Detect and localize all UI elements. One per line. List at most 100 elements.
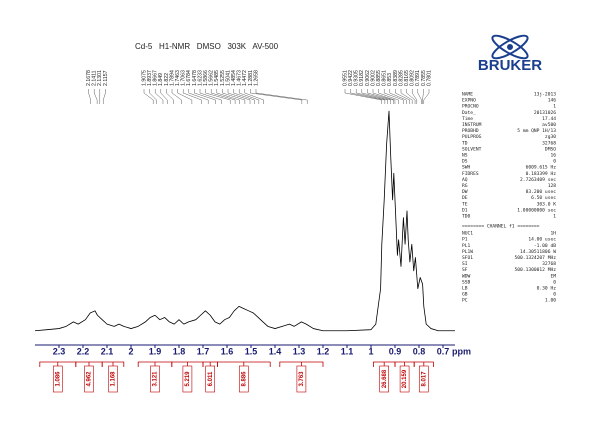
param-name: Date_ <box>462 110 476 116</box>
param-name: DE <box>462 195 468 201</box>
peak-connector <box>412 89 417 104</box>
param-value: 32768 <box>542 140 556 146</box>
x-tick-label: 0.9 <box>389 346 402 356</box>
peak-connector <box>356 89 388 104</box>
integral-value: 6.011 <box>208 371 214 386</box>
param-name: DS <box>462 159 468 165</box>
param-value: 0 <box>553 159 556 165</box>
peak-connector <box>350 89 386 104</box>
integral-value: 8.886 <box>241 371 247 387</box>
x-tick-label: 1.1 <box>341 346 354 356</box>
logo-orbit <box>491 34 529 60</box>
peak-label: 0.9422 <box>348 70 354 86</box>
integral-value: 1.168 <box>111 371 117 387</box>
peak-connector <box>177 89 193 104</box>
param-value: 6009.615 Hz <box>526 165 557 171</box>
peak-label: 1.4673 <box>237 70 243 86</box>
peak-connector <box>93 89 98 104</box>
param-name: FIDRES <box>462 171 479 177</box>
peak-label: 0.7855 <box>421 70 427 86</box>
param-value: EM <box>550 273 556 279</box>
integral-box <box>239 365 249 393</box>
peak-label: 1.5866 <box>203 70 209 86</box>
integral-value: 20.159 <box>402 369 408 388</box>
param-value: 14.00 usec <box>528 237 556 243</box>
peak-label: 1.7894 <box>169 70 175 86</box>
peak-connector <box>344 89 382 104</box>
peak-connector <box>372 89 396 104</box>
param-value: 1 <box>553 104 556 110</box>
param-value: 500.1300012 MHz <box>515 267 557 273</box>
peak-label: 1.7063 <box>181 70 187 86</box>
param-name: D1 <box>462 207 468 213</box>
peak-label: 1.822 <box>164 73 170 86</box>
param-name: PL1W <box>462 249 473 255</box>
param-value: 500.1324207 MHz <box>515 255 557 261</box>
peak-label: 2.1301 <box>97 70 103 86</box>
param-value: 0.183399 Hz <box>526 171 557 177</box>
param-value: 32768 <box>542 261 556 267</box>
peak-label: 0.9062 <box>365 70 371 86</box>
peak-label: 0.9551 <box>342 70 348 86</box>
param-value: 14.30511806 W <box>520 249 556 255</box>
param-value: 1.00 <box>545 298 556 304</box>
param-name: TD <box>462 140 468 146</box>
peak-connector <box>417 89 422 104</box>
peak-label: 1.2658 <box>253 70 259 86</box>
x-tick-label: 2.3 <box>53 346 66 356</box>
x-tick-label: 1.3 <box>293 346 306 356</box>
peak-label: 1.5662 <box>209 70 215 86</box>
x-tick-label: 1.6 <box>221 346 234 356</box>
x-tick-label: 0.8 <box>413 346 426 356</box>
param-value: zg30 <box>545 134 556 140</box>
logo-orbit <box>491 34 529 60</box>
peak-label: 1.6233 <box>197 70 203 86</box>
param-name: TE <box>462 201 468 207</box>
integral-value: 8.017 <box>421 371 427 387</box>
param-value: DMSO <box>545 146 556 152</box>
param-value: 0.30 Hz <box>537 285 557 291</box>
peak-label: 1.6784 <box>186 70 192 86</box>
param-name: NS <box>462 153 468 159</box>
param-name: PROCNO <box>462 104 479 110</box>
peak-connector <box>210 89 236 104</box>
peak-connector <box>400 89 413 104</box>
integral-value: 3.121 <box>153 371 159 387</box>
param-value: 1.00000000 sec <box>517 207 556 213</box>
peak-connector <box>194 89 216 104</box>
x-tick-label: 2.1 <box>101 346 114 356</box>
peak-label: 1.6478 <box>192 70 198 86</box>
peak-connector <box>103 89 106 104</box>
param-name: SF <box>462 267 468 273</box>
param-value: 0 <box>553 279 556 285</box>
param-name: TD0 <box>462 214 471 220</box>
peak-label: 0.7801 <box>426 70 432 86</box>
param-name: P1 <box>462 237 468 243</box>
param-value: 128 <box>548 183 557 189</box>
peak-label: 1.9075 <box>141 70 147 86</box>
param-name: RG <box>462 183 468 189</box>
integral-value: 26.688 <box>382 369 388 388</box>
integral-value: 1.086 <box>55 371 61 387</box>
peak-connector <box>188 89 209 104</box>
peak-connector <box>233 89 255 104</box>
logo-nucleus <box>507 44 513 50</box>
x-tick-label: 1.7 <box>197 346 210 356</box>
peak-label: 1.4854 <box>231 70 237 86</box>
param-name: SFO1 <box>462 255 473 261</box>
integral-box <box>182 365 193 393</box>
peak-connector <box>378 89 399 104</box>
peak-connector <box>422 89 424 104</box>
param-value: av500 <box>542 122 556 128</box>
integral-value: 5.219 <box>185 371 191 387</box>
integral-box <box>379 365 390 393</box>
peak-connector <box>227 89 251 104</box>
peak-label: 0.8092 <box>410 70 416 86</box>
peak-label: 1.8937 <box>147 70 153 86</box>
integral-box <box>418 365 429 393</box>
param-name: SWH <box>462 165 471 171</box>
peak-label: 1.2881 <box>248 70 254 86</box>
x-tick-label: 1.8 <box>173 346 186 356</box>
peak-label: 0.8389 <box>393 70 399 86</box>
